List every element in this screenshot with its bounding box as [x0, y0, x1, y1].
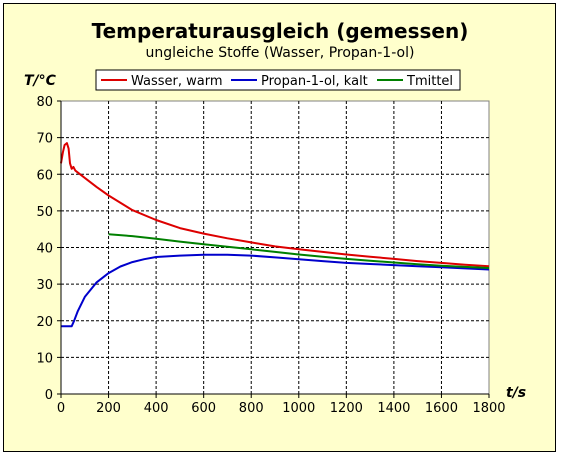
- chart-subtitle: ungleiche Stoffe (Wasser, Propan-1-ol): [146, 45, 415, 61]
- x-tick-label: 600: [191, 401, 216, 416]
- y-tick-label: 80: [36, 95, 53, 110]
- x-tick-label: 800: [239, 401, 264, 416]
- x-tick-label: 1800: [472, 401, 505, 416]
- series-layer: [60, 142, 490, 328]
- grid-layer: [61, 101, 489, 394]
- x-tick-label: 1200: [330, 401, 363, 416]
- series-line-0: [60, 142, 490, 268]
- y-tick-label: 20: [36, 315, 53, 330]
- x-tick-label: 1400: [377, 401, 410, 416]
- y-tick-label: 70: [36, 132, 53, 147]
- legend-entry: Wasser, warm: [131, 74, 223, 89]
- x-tick-label: 1000: [282, 401, 315, 416]
- legend-box: [95, 69, 461, 91]
- x-tick-label: 400: [144, 401, 169, 416]
- y-tick-label: 50: [36, 205, 53, 220]
- x-tick-label: 0: [57, 401, 65, 416]
- y-tick-label: 60: [36, 168, 53, 183]
- x-tick-label: 200: [96, 401, 121, 416]
- series-line-2: [108, 233, 490, 269]
- legend-entry: Propan-1-ol, kalt: [261, 74, 368, 89]
- series-line-1: [61, 253, 490, 328]
- chart-title: Temperaturausgleich (gemessen): [92, 19, 469, 43]
- y-tick-label: 40: [36, 242, 53, 257]
- legend: Wasser, warm Propan-1-ol, kalt Tmittel: [95, 69, 461, 91]
- plot-area: [60, 100, 490, 395]
- y-tick-label: 0: [45, 388, 53, 403]
- y-tick-label: 30: [36, 278, 53, 293]
- x-axis-label: t/s: [506, 385, 526, 401]
- y-tick-label: 10: [36, 351, 53, 366]
- y-axis-label: T/°C: [24, 73, 57, 89]
- x-tick-label: 1600: [425, 401, 458, 416]
- legend-entry: Tmittel: [406, 74, 453, 89]
